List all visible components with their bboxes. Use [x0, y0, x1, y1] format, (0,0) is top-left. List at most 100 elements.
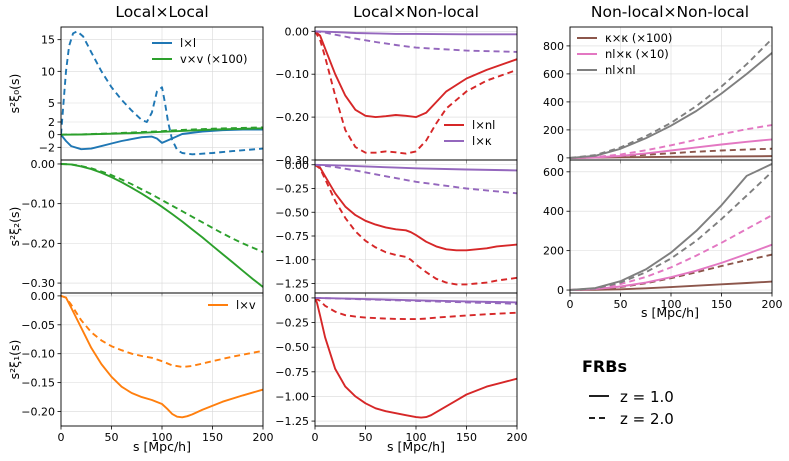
series-line-nl-nl-z2 — [570, 38, 772, 159]
x-tick-label: 150 — [456, 431, 477, 444]
grid — [569, 27, 773, 160]
series-line-l--z1 — [315, 30, 517, 36]
series-line-l-l-z2 — [61, 30, 263, 156]
y-tick-label: 600 — [543, 166, 564, 179]
grid — [314, 160, 518, 293]
series-line-nl-10--z2 — [570, 124, 772, 159]
x-tick-label: 100 — [406, 431, 427, 444]
legend-label: l×v — [236, 298, 256, 312]
y-tick-label: −0.20 — [21, 237, 55, 250]
y-tick-label: 0.00 — [285, 292, 310, 305]
series-line-l-nl-z2 — [315, 297, 517, 321]
y-tick-label: −0.10 — [275, 68, 309, 81]
y-tick-label: −1.00 — [275, 390, 309, 403]
y-tick-label: 200 — [543, 124, 564, 137]
x-tick-label: 0 — [58, 431, 65, 444]
series-line-nl-10--z1 — [570, 243, 772, 291]
y-axis-label: s²ξ₂(s) — [7, 207, 22, 247]
x-tick-label: 200 — [762, 298, 783, 311]
y-tick-label: −0.75 — [275, 230, 309, 243]
y-tick-label: 400 — [543, 96, 564, 109]
frb-legend-title: FRBs — [582, 357, 627, 376]
grid — [60, 160, 264, 293]
series-line-l--z1 — [315, 163, 517, 172]
series-line--100--z1 — [570, 280, 772, 291]
legend-label: κ×κ (×100) — [605, 31, 672, 45]
y-tick-label: −0.20 — [275, 111, 309, 124]
frb-legend-label-z1: z = 1.0 — [620, 388, 674, 406]
column-title-local-nonlocal: Local×Non-local — [353, 3, 479, 21]
legend-nonlocal-nonlocal: κ×κ (×100) nl×κ (×10) nl×nl — [577, 31, 672, 77]
x-axis-label-col2: s [Mpc/h] — [387, 439, 445, 454]
legend-label: l×nl — [472, 118, 495, 132]
y-axis-label: s²ξ₁(s) — [7, 340, 22, 380]
y-tick-label: −0.10 — [21, 198, 55, 211]
y-tick-label: 0.00 — [285, 159, 310, 172]
series-line-l-nl-z1 — [315, 297, 517, 419]
y-tick-label: −0.25 — [275, 183, 309, 196]
series-line-l-nl-z2 — [315, 30, 517, 155]
y-tick-label: 5 — [48, 97, 55, 110]
grid — [569, 160, 773, 293]
series-line-l--z2 — [315, 163, 517, 195]
x-tick-label: 0 — [567, 298, 574, 311]
x-tick-label: 150 — [202, 431, 223, 444]
y-tick-label: −0.20 — [21, 406, 55, 419]
series-line-l-nl-z1 — [315, 163, 517, 252]
column-title-local-local: Local×Local — [115, 3, 208, 21]
series-line-l-v-z2 — [61, 295, 263, 368]
legend-label: nl×nl — [605, 63, 636, 77]
y-tick-label: −1.00 — [275, 254, 309, 267]
grid — [60, 27, 264, 160]
y-tick-label: 400 — [543, 205, 564, 218]
series-line-l-l-z1 — [61, 128, 263, 151]
y-tick-label: −1.25 — [275, 415, 309, 428]
legend-label: v×v (×100) — [180, 52, 247, 66]
series-line-nl-nl-z2 — [570, 171, 772, 291]
y-tick-label: 0 — [48, 129, 55, 142]
x-tick-label: 200 — [253, 431, 274, 444]
series-line-l-nl-z1 — [315, 30, 517, 119]
y-tick-label: 15 — [41, 34, 55, 47]
y-tick-label: 0.00 — [285, 25, 310, 38]
y-tick-label: 10 — [41, 65, 55, 78]
legend-local-nonlocal: l×nl l×κ — [444, 118, 495, 148]
y-tick-label: 0.00 — [31, 290, 56, 303]
y-tick-label: 0 — [557, 284, 564, 297]
y-tick-label: 200 — [543, 245, 564, 258]
frb-legend-label-z2: z = 2.0 — [620, 410, 674, 428]
panel-local-nonlocal-dipole: 0.00 −0.25 −0.50 −0.75 −1.00 −1.250 50 100 150 20… — [275, 292, 527, 444]
y-tick-label: 0.00 — [31, 158, 56, 171]
y-tick-label: −2 — [39, 141, 55, 154]
x-tick-label: 200 — [507, 431, 528, 444]
y-tick-label: −0.50 — [275, 206, 309, 219]
series-line-v-v-z2 — [61, 163, 263, 253]
grid — [60, 293, 264, 426]
legend-label: l×l — [180, 36, 196, 50]
x-tick-label: 50 — [359, 431, 373, 444]
grid — [314, 293, 518, 426]
y-tick-label: −0.30 — [21, 277, 55, 290]
y-tick-label: −0.05 — [21, 319, 55, 332]
x-axis-label-col1: s [Mpc/h] — [133, 439, 191, 454]
x-tick-label: 150 — [711, 298, 732, 311]
x-axis-label-col3: s [Mpc/h] — [641, 305, 699, 320]
x-tick-label: 0 — [312, 431, 319, 444]
panel-local-nonlocal-quadrupole: 0.00 −0.25 −0.50 −0.75 −1.00 −1.25 — [275, 159, 518, 297]
y-tick-label: −0.30 — [275, 154, 309, 167]
frb-style-legend: FRBs z = 1.0 z = 2.0 — [582, 357, 674, 428]
series-line-v-v-100--z2 — [61, 126, 263, 136]
panel-local-local-quadrupole: 0.00 −0.10 −0.20 −0.30 s²ξ₂(s) — [7, 158, 264, 297]
y-tick-label: 800 — [543, 40, 564, 53]
legend-label: nl×κ (×10) — [605, 47, 669, 61]
x-tick-label: 50 — [105, 431, 119, 444]
series-line-l-v-z1 — [61, 295, 263, 419]
legend-local-local: l×l v×v (×100) — [152, 36, 247, 66]
y-axis-label: s²ξ₀(s) — [7, 74, 22, 114]
y-tick-label: 2 — [48, 116, 55, 129]
y-tick-label: −0.50 — [275, 341, 309, 354]
panel-nonlocal-nonlocal-top: 0 200 400 600 800 — [543, 26, 773, 165]
series-line-l--z2 — [315, 296, 517, 305]
legend-local-velocity: l×v — [208, 298, 256, 312]
